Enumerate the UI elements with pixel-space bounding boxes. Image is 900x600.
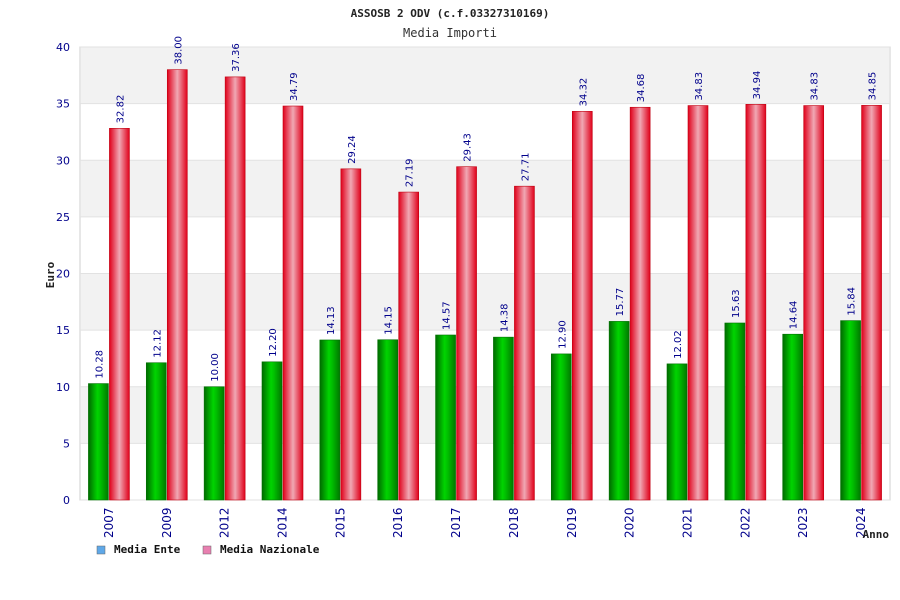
y-tick-label: 40 xyxy=(56,41,70,54)
bar-media-nazionale-2021 xyxy=(687,105,709,501)
data-label-media-ente-2015: 14.13 xyxy=(326,306,337,335)
data-label-media-ente-2018: 14.38 xyxy=(499,304,510,333)
x-tick-label-2022: 2022 xyxy=(738,507,752,538)
bar-media-nazionale-2019 xyxy=(571,111,593,501)
x-axis-label: Anno xyxy=(863,528,890,541)
bar-media-ente-2022 xyxy=(724,322,746,501)
bar-media-nazionale-2014 xyxy=(282,105,304,501)
bar-media-nazionale-2012 xyxy=(224,76,246,501)
y-tick-label: 30 xyxy=(56,154,70,167)
data-label-media-ente-2017: 14.57 xyxy=(442,301,453,330)
data-label-media-nazionale-2015: 29.24 xyxy=(347,135,358,164)
legend-label-media-ente: Media Ente xyxy=(114,543,181,556)
bar-labels: 10.28 32.82 12.12 38.00 10.00 37.36 12.20 34.79… xyxy=(94,36,878,382)
bar-media-ente-2015 xyxy=(319,339,341,501)
x-tick-label-2012: 2012 xyxy=(218,507,232,538)
bar-media-ente-2017 xyxy=(435,334,456,501)
data-label-media-nazionale-2022: 34.94 xyxy=(752,71,763,100)
data-label-media-ente-2014: 12.20 xyxy=(268,328,279,357)
legend-label-media-nazionale: Media Nazionale xyxy=(220,543,320,556)
data-label-media-nazionale-2020: 34.68 xyxy=(636,74,647,103)
legend-swatch-media-ente xyxy=(96,545,106,555)
data-label-media-ente-2016: 14.15 xyxy=(384,306,395,335)
legend-swatch-media-nazionale xyxy=(202,545,212,555)
bar-media-ente-2019 xyxy=(550,353,572,501)
bar-media-nazionale-2017 xyxy=(456,166,477,501)
x-tick-label-2024: 2024 xyxy=(854,507,868,538)
data-label-media-nazionale-2021: 34.83 xyxy=(694,72,705,101)
bar-media-nazionale-2009 xyxy=(166,69,188,501)
bar-media-nazionale-2020 xyxy=(629,106,651,501)
data-label-media-ente-2019: 12.90 xyxy=(557,320,568,349)
data-label-media-ente-2020: 15.77 xyxy=(615,288,626,317)
y-tick-label: 15 xyxy=(56,324,70,337)
bar-media-ente-2024 xyxy=(840,320,861,501)
data-label-media-ente-2009: 12.12 xyxy=(152,329,163,358)
plot-band xyxy=(81,386,889,444)
data-label-media-nazionale-2012: 37.36 xyxy=(231,43,242,72)
x-tick-label-2017: 2017 xyxy=(449,507,463,538)
plot-band xyxy=(81,160,889,217)
bar-media-nazionale-2018 xyxy=(514,185,535,501)
data-label-media-ente-2021: 12.02 xyxy=(673,330,684,359)
x-tick-label-2019: 2019 xyxy=(565,507,579,538)
data-label-media-ente-2024: 15.84 xyxy=(847,287,858,316)
bar-media-ente-2020 xyxy=(608,321,630,501)
bar-media-nazionale-2022 xyxy=(745,104,767,501)
data-label-media-ente-2012: 10.00 xyxy=(210,353,221,382)
y-tick-label: 5 xyxy=(63,437,70,450)
data-label-media-nazionale-2009: 38.00 xyxy=(173,36,184,65)
bar-media-ente-2023 xyxy=(782,333,804,501)
data-label-media-ente-2023: 14.64 xyxy=(789,301,800,330)
data-label-media-ente-2007: 10.28 xyxy=(94,350,105,379)
y-tick-label: 10 xyxy=(56,381,70,394)
x-tick-label-2016: 2016 xyxy=(391,507,405,538)
y-tick-label: 20 xyxy=(56,268,70,281)
x-tick-label-2023: 2023 xyxy=(796,507,810,538)
bar-media-nazionale-2015 xyxy=(340,168,362,501)
y-tick-label: 0 xyxy=(63,494,70,507)
x-tick-label-2021: 2021 xyxy=(681,507,695,538)
y-tick-label: 35 xyxy=(56,98,70,111)
data-label-media-nazionale-2019: 34.32 xyxy=(578,78,589,107)
data-label-media-ente-2022: 15.63 xyxy=(731,289,742,318)
x-tick-label-2007: 2007 xyxy=(102,507,116,538)
chart-subtitle: Media Importi xyxy=(403,26,497,40)
x-tick-label-2014: 2014 xyxy=(276,507,290,538)
legend: Media Ente Media Nazionale xyxy=(96,543,320,556)
bar-media-ente-2018 xyxy=(493,336,514,501)
y-axis-label: Euro xyxy=(44,261,57,288)
data-label-media-nazionale-2017: 29.43 xyxy=(463,133,474,162)
data-label-media-nazionale-2014: 34.79 xyxy=(289,72,300,101)
bar-media-nazionale-2023 xyxy=(803,105,825,501)
data-label-media-nazionale-2023: 34.83 xyxy=(810,72,821,101)
bar-media-ente-2016 xyxy=(377,339,399,501)
plot-band xyxy=(81,47,889,104)
x-tick-label-2015: 2015 xyxy=(333,507,347,538)
data-label-media-nazionale-2024: 34.85 xyxy=(868,72,879,101)
bar-media-nazionale-2007 xyxy=(109,128,130,501)
chart-title: ASSOSB 2 ODV (c.f.03327310169) xyxy=(351,7,550,20)
x-axis-ticks: 2007 2009 2012 2014 2015 2016 2017 2018 2019 2020… xyxy=(102,507,868,538)
y-tick-label: 25 xyxy=(56,211,70,224)
bar-media-ente-2012 xyxy=(203,386,225,501)
x-tick-label-2020: 2020 xyxy=(623,507,637,538)
data-label-media-nazionale-2007: 32.82 xyxy=(115,95,126,124)
bar-media-nazionale-2024 xyxy=(861,105,882,501)
bar-media-ente-2014 xyxy=(261,361,283,501)
x-tick-label-2018: 2018 xyxy=(507,507,521,538)
x-tick-label-2009: 2009 xyxy=(160,507,174,538)
bar-media-ente-2007 xyxy=(88,383,109,501)
data-label-media-nazionale-2018: 27.71 xyxy=(520,153,531,182)
y-axis-ticks: 0 5 10 15 20 25 30 35 40 xyxy=(56,41,70,507)
bar-media-ente-2009 xyxy=(145,362,167,501)
bar-media-nazionale-2016 xyxy=(398,191,420,501)
data-label-media-nazionale-2016: 27.19 xyxy=(405,158,416,187)
plot-band xyxy=(81,273,889,331)
bar-media-ente-2021 xyxy=(666,363,688,501)
bars xyxy=(88,69,882,501)
